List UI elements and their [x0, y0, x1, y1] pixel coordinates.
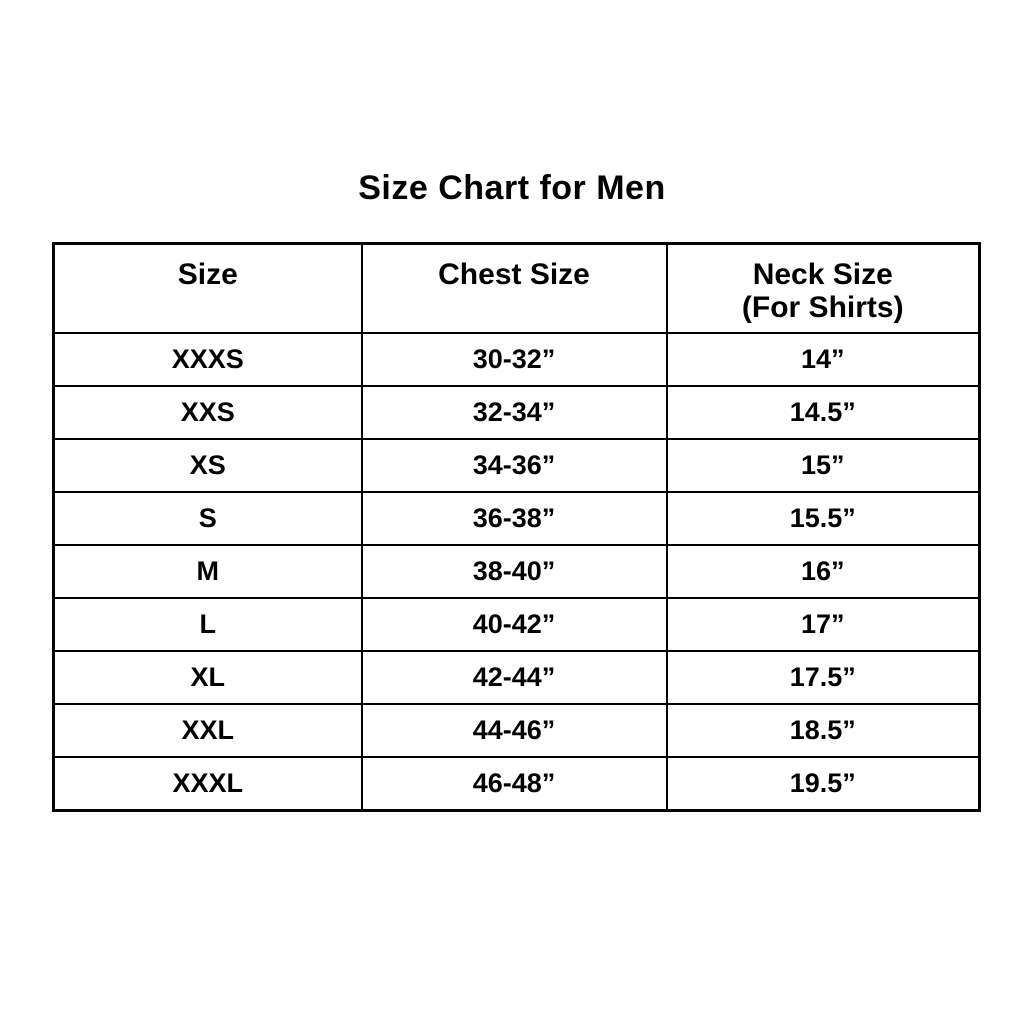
table-row: XXXL 46-48” 19.5”: [52, 756, 981, 812]
chest-size-cell: 32-34”: [360, 385, 668, 440]
neck-size-cell: 16”: [665, 544, 981, 599]
size-cell: XXXS: [52, 332, 363, 387]
neck-size-cell: 15.5”: [665, 491, 981, 546]
size-cell: XXL: [52, 703, 363, 758]
neck-size-cell: 19.5”: [665, 756, 981, 812]
table-row: XXXS 30-32” 14”: [52, 332, 981, 387]
chest-size-cell: 36-38”: [360, 491, 668, 546]
neck-size-cell: 14.5”: [665, 385, 981, 440]
neck-size-header-line2: (For Shirts): [741, 291, 904, 324]
table-row: XXL 44-46” 18.5”: [52, 703, 981, 758]
chest-size-cell: 46-48”: [360, 756, 668, 812]
neck-size-cell: 18.5”: [665, 703, 981, 758]
table-row: XL 42-44” 17.5”: [52, 650, 981, 705]
size-cell: M: [52, 544, 363, 599]
table-row: M 38-40” 16”: [52, 544, 981, 599]
chest-size-cell: 40-42”: [360, 597, 668, 652]
neck-size-cell: 17.5”: [665, 650, 981, 705]
chest-size-cell: 30-32”: [360, 332, 668, 387]
size-cell: L: [52, 597, 363, 652]
size-cell: S: [52, 491, 363, 546]
header-cell-chest-size: Chest Size: [360, 242, 668, 334]
neck-size-header-line1: Neck Size: [752, 258, 893, 291]
size-cell: XXXL: [52, 756, 363, 812]
header-cell-neck-size: Neck Size (For Shirts): [665, 242, 981, 334]
table-row: XS 34-36” 15”: [52, 438, 981, 493]
chest-size-cell: 38-40”: [360, 544, 668, 599]
neck-size-cell: 14”: [665, 332, 981, 387]
chest-size-cell: 44-46”: [360, 703, 668, 758]
table-row: XXS 32-34” 14.5”: [52, 385, 981, 440]
size-cell: XS: [52, 438, 363, 493]
size-chart-table: Size Chest Size Neck Size (For Shirts) X…: [52, 242, 981, 812]
table-row: S 36-38” 15.5”: [52, 491, 981, 546]
header-row: Size Chest Size Neck Size (For Shirts): [52, 242, 981, 334]
size-cell: XXS: [52, 385, 363, 440]
table-row: L 40-42” 17”: [52, 597, 981, 652]
header-cell-size: Size: [52, 242, 363, 334]
size-cell: XL: [52, 650, 363, 705]
neck-size-cell: 15”: [665, 438, 981, 493]
neck-size-cell: 17”: [665, 597, 981, 652]
page-title: Size Chart for Men: [358, 169, 666, 207]
chest-size-cell: 34-36”: [360, 438, 668, 493]
chest-size-cell: 42-44”: [360, 650, 668, 705]
